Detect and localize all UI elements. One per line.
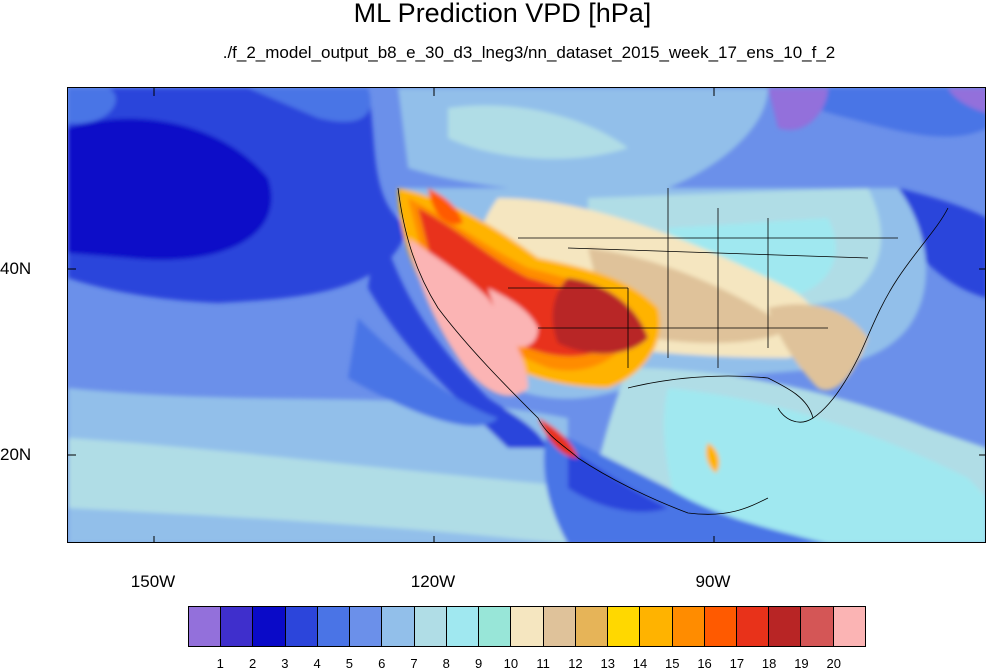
colorbar-swatch bbox=[221, 607, 254, 646]
x-axis-label-150w: 150W bbox=[130, 572, 176, 591]
colorbar-swatch bbox=[350, 607, 383, 646]
colorbar-tick-label: 5 bbox=[345, 656, 354, 671]
colorbar-swatch bbox=[833, 607, 865, 646]
colorbar-tick-label: 16 bbox=[697, 656, 712, 671]
colorbar-swatch bbox=[769, 607, 802, 646]
colorbar-swatch bbox=[801, 607, 834, 646]
colorbar-tick-label: 13 bbox=[600, 656, 615, 671]
colorbar-swatch bbox=[317, 607, 351, 646]
colorbar-tick-label: 14 bbox=[632, 656, 648, 671]
vpd-map bbox=[68, 88, 985, 542]
colorbar-tick-label: 2 bbox=[248, 656, 257, 671]
colorbar-swatch bbox=[253, 607, 286, 646]
colorbar-swatch bbox=[543, 607, 576, 646]
tick-marks bbox=[68, 88, 985, 542]
colorbar-tick-label: 20 bbox=[826, 656, 841, 671]
colorbar-tick-label: 18 bbox=[761, 656, 777, 671]
colorbar-swatch bbox=[575, 607, 609, 646]
colorbar-tick-label: 7 bbox=[410, 656, 418, 671]
colorbar-swatch bbox=[736, 607, 770, 646]
colorbar-swatch bbox=[414, 607, 447, 646]
colorbar-tick-label: 11 bbox=[536, 656, 550, 671]
colorbar-tick-label: 10 bbox=[503, 656, 519, 671]
colorbar-tick-label: 6 bbox=[378, 656, 386, 671]
colorbar-swatch bbox=[382, 607, 415, 646]
colorbar-tick-label: 19 bbox=[794, 656, 809, 671]
map-subtitle: ./f_2_model_output_b8_e_30_d3_lneg3/nn_d… bbox=[222, 43, 836, 62]
y-axis-label-40n: 40N bbox=[0, 259, 32, 278]
coastline bbox=[397, 187, 949, 515]
colorbar-tick-label: 8 bbox=[442, 656, 450, 671]
map-plot-area bbox=[67, 87, 986, 543]
colorbar bbox=[188, 606, 866, 647]
colorbar-swatch bbox=[640, 607, 673, 646]
x-axis-label-120w: 120W bbox=[410, 572, 456, 591]
colorbar-tick-label: 12 bbox=[568, 656, 583, 671]
colorbar-tick-label: 3 bbox=[281, 656, 289, 671]
colorbar-swatch bbox=[285, 607, 318, 646]
colorbar-tick-label: 9 bbox=[474, 656, 483, 671]
colorbar-tick-label: 4 bbox=[313, 656, 321, 671]
colorbar-tick-label: 15 bbox=[665, 656, 680, 671]
colorbar-swatch bbox=[704, 607, 737, 646]
y-axis-label-20n: 20N bbox=[0, 445, 32, 464]
map-title: ML Prediction VPD [hPa] bbox=[353, 0, 652, 28]
colorbar-swatch bbox=[446, 607, 480, 646]
colorbar-swatch bbox=[479, 607, 512, 646]
colorbar-swatch bbox=[672, 607, 705, 646]
colorbar-swatch bbox=[511, 607, 544, 646]
colorbar-tick-label: 1 bbox=[216, 656, 224, 671]
colorbar-swatch bbox=[189, 607, 222, 646]
colorbar-tick-label: 17 bbox=[729, 656, 745, 671]
colorbar-swatch bbox=[608, 607, 641, 646]
x-axis-label-90w: 90W bbox=[695, 572, 731, 591]
